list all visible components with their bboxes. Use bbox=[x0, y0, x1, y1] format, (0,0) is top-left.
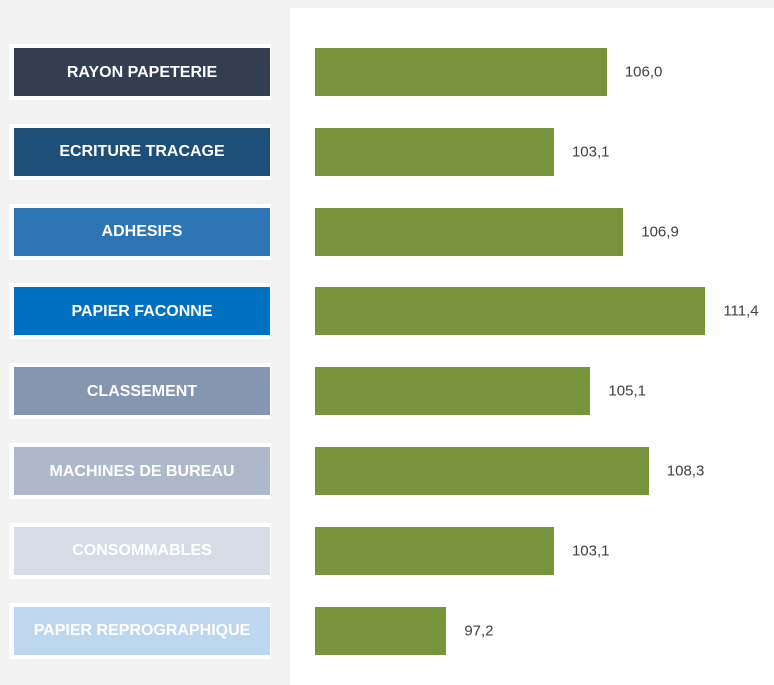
category-label: MACHINES DE BUREAU bbox=[9, 443, 271, 499]
bar bbox=[315, 287, 706, 336]
value-label: 105,1 bbox=[608, 382, 646, 400]
value-label: 97,2 bbox=[464, 622, 494, 640]
category-box: CLASSEMENT bbox=[14, 367, 270, 416]
bar bbox=[315, 367, 591, 416]
category-box: ADHESIFS bbox=[14, 207, 270, 256]
value-label: 103,1 bbox=[571, 542, 610, 560]
bar bbox=[315, 447, 649, 495]
value-label: 111,4 bbox=[723, 302, 759, 320]
category-box: MACHINES DE BUREAU bbox=[14, 447, 270, 495]
category-label: PAPIER FACONNE bbox=[9, 283, 271, 340]
category-label: CONSOMMABLES bbox=[9, 522, 271, 579]
value-label: 103,1 bbox=[571, 143, 610, 161]
bar bbox=[315, 127, 554, 176]
category-box: PAPIER FACONNE bbox=[14, 287, 270, 336]
bar bbox=[315, 606, 447, 655]
category-label: ECRITURE TRACAGE bbox=[9, 123, 271, 180]
category-label: ADHESIFS bbox=[9, 203, 271, 260]
value-label: 108,3 bbox=[666, 462, 705, 480]
bar bbox=[315, 48, 607, 96]
bar bbox=[315, 526, 554, 575]
category-box: RAYON PAPETERIE bbox=[14, 48, 270, 96]
category-box: CONSOMMABLES bbox=[14, 526, 270, 575]
category-label: RAYON PAPETERIE bbox=[9, 44, 271, 100]
category-box: ECRITURE TRACAGE bbox=[14, 127, 270, 176]
value-label: 106,0 bbox=[624, 63, 663, 81]
category-box: PAPIER REPROGRAPHIQUE bbox=[14, 606, 270, 655]
plot-area bbox=[290, 8, 774, 685]
category-label: PAPIER REPROGRAPHIQUE bbox=[9, 602, 271, 659]
value-label: 106,9 bbox=[641, 223, 679, 241]
category-label: CLASSEMENT bbox=[9, 363, 271, 420]
bar bbox=[315, 207, 624, 256]
